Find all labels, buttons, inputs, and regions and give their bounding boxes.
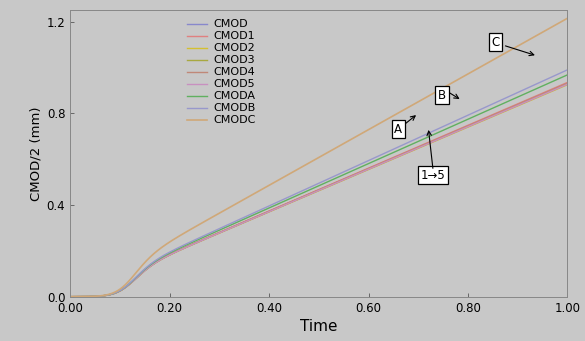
CMOD4 [295, 196, 302, 201]
CMODC [67, 295, 74, 299]
CMOD [564, 81, 571, 86]
Line: CMODC: CMODC [70, 18, 567, 297]
CMOD [92, 294, 99, 298]
Line: CMODB: CMODB [70, 70, 567, 297]
Line: CMOD4: CMOD4 [70, 83, 567, 297]
CMOD3 [458, 127, 465, 131]
Line: CMOD: CMOD [70, 84, 567, 297]
CMOD2 [92, 294, 99, 298]
CMODC [564, 16, 571, 20]
CMOD3 [295, 197, 302, 201]
CMODB [308, 184, 315, 189]
CMODB [549, 74, 556, 78]
CMOD1 [564, 80, 571, 85]
Legend: CMOD, CMOD1, CMOD2, CMOD3, CMOD4, CMOD5, CMODA, CMODB, CMODC: CMOD, CMOD1, CMOD2, CMOD3, CMOD4, CMOD5,… [185, 17, 257, 128]
CMODC [92, 294, 99, 298]
CMOD [458, 127, 465, 131]
CMOD3 [92, 294, 99, 298]
X-axis label: Time: Time [300, 319, 338, 334]
CMODA [308, 187, 315, 191]
CMODA [67, 295, 74, 299]
CMOD [549, 88, 556, 92]
CMOD5 [564, 82, 571, 86]
CMODA [458, 120, 465, 124]
Line: CMOD1: CMOD1 [70, 83, 567, 297]
CMODC [308, 159, 315, 163]
Text: C: C [491, 36, 500, 49]
CMOD4 [564, 81, 571, 85]
CMOD4 [67, 295, 74, 299]
Text: B: B [438, 89, 446, 102]
CMOD2 [458, 128, 465, 132]
CMOD2 [549, 89, 556, 93]
CMODC [549, 24, 556, 28]
CMOD1 [458, 126, 465, 130]
CMOD1 [549, 87, 556, 91]
CMOD [67, 295, 74, 299]
CMOD [549, 88, 556, 92]
CMODB [549, 74, 556, 78]
CMOD2 [308, 192, 315, 196]
CMOD1 [92, 294, 99, 298]
Line: CMOD3: CMOD3 [70, 84, 567, 297]
CMOD3 [564, 82, 571, 86]
Text: A: A [394, 123, 402, 136]
CMODC [458, 75, 465, 79]
CMOD5 [295, 197, 302, 201]
CMOD3 [549, 88, 556, 92]
CMOD5 [67, 295, 74, 299]
CMODA [549, 79, 556, 84]
CMOD [295, 197, 302, 201]
CMOD5 [549, 88, 556, 92]
CMODC [295, 167, 302, 171]
CMOD1 [549, 87, 556, 91]
CMOD4 [549, 87, 556, 91]
CMOD2 [549, 89, 556, 93]
CMODA [549, 79, 556, 83]
CMODB [564, 68, 571, 72]
CMODA [295, 193, 302, 197]
CMOD5 [308, 191, 315, 195]
Text: 1→5: 1→5 [421, 169, 446, 182]
CMOD2 [67, 295, 74, 299]
CMODB [458, 116, 465, 120]
CMODA [564, 73, 571, 77]
CMODC [549, 25, 556, 29]
CMODA [92, 294, 99, 298]
Y-axis label: CMOD/2 (mm): CMOD/2 (mm) [29, 106, 43, 201]
CMOD3 [549, 88, 556, 92]
CMOD4 [308, 191, 315, 195]
CMODB [295, 190, 302, 194]
CMOD5 [92, 294, 99, 298]
CMOD1 [67, 295, 74, 299]
CMOD4 [92, 294, 99, 298]
CMOD5 [458, 127, 465, 131]
CMOD [308, 191, 315, 195]
CMOD4 [549, 87, 556, 91]
CMODB [92, 294, 99, 298]
Line: CMODA: CMODA [70, 75, 567, 297]
CMOD5 [549, 88, 556, 92]
CMODB [67, 295, 74, 299]
CMOD4 [458, 127, 465, 131]
CMOD3 [308, 191, 315, 195]
CMOD2 [564, 83, 571, 87]
Line: CMOD5: CMOD5 [70, 84, 567, 297]
CMOD2 [295, 197, 302, 201]
CMOD1 [295, 196, 302, 200]
CMOD1 [308, 190, 315, 194]
Line: CMOD2: CMOD2 [70, 85, 567, 297]
CMOD3 [67, 295, 74, 299]
